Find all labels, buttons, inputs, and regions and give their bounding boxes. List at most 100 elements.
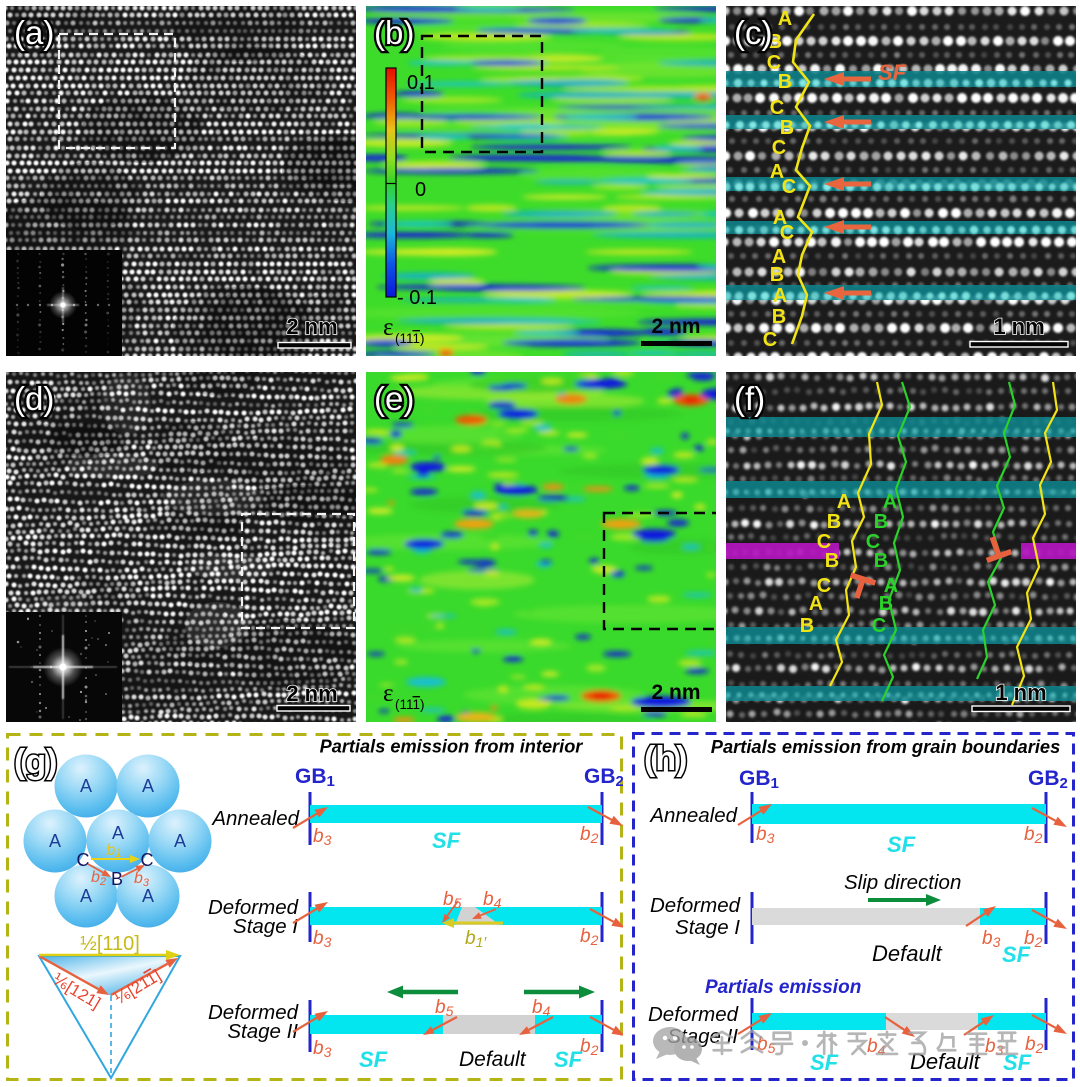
svg-text:b5: b5 (435, 997, 454, 1019)
svg-text:B: B (778, 71, 792, 93)
svg-text:C: C (77, 850, 90, 870)
svg-text:A: A (49, 831, 61, 851)
svg-text:1 nm: 1 nm (995, 680, 1046, 705)
svg-text:2 nm: 2 nm (651, 681, 700, 704)
svg-text:GB1: GB1 (295, 765, 335, 790)
svg-text:b3: b3 (313, 1038, 332, 1060)
svg-text:C: C (763, 329, 777, 351)
svg-text:(e): (e) (374, 380, 414, 417)
svg-text:B: B (874, 550, 888, 572)
svg-text:b2: b2 (580, 926, 599, 948)
svg-text:Stage I: Stage I (233, 915, 298, 938)
svg-text:C: C (872, 615, 886, 637)
svg-text:Slip direction: Slip direction (844, 871, 961, 894)
svg-text:Stage I: Stage I (675, 916, 740, 939)
svg-text:C: C (817, 531, 831, 553)
svg-text:b2: b2 (1024, 824, 1043, 846)
svg-text:SF: SF (554, 1047, 583, 1072)
svg-text:(a): (a) (14, 14, 54, 51)
svg-text:SF: SF (432, 828, 461, 853)
svg-text:ε: ε (383, 314, 394, 341)
svg-text:C: C (772, 137, 786, 159)
svg-text:A: A (772, 246, 786, 268)
svg-text:Annealed: Annealed (648, 804, 737, 827)
svg-text:A: A (112, 823, 124, 843)
svg-text:SF: SF (1002, 942, 1031, 967)
svg-text:B: B (825, 550, 839, 572)
svg-text:Partials emission from grain b: Partials emission from grain boundaries (711, 736, 1060, 757)
svg-text:B: B (800, 615, 814, 637)
svg-text:Deformed: Deformed (648, 1003, 739, 1026)
svg-text:(111): (111) (395, 331, 425, 346)
svg-text:2 nm: 2 nm (286, 314, 337, 339)
svg-text:B: B (780, 117, 794, 139)
svg-text:C: C (817, 575, 831, 597)
svg-text:Partials emission from interio: Partials emission from interior (320, 737, 584, 757)
svg-text:SF: SF (878, 60, 907, 85)
svg-text:b2: b2 (1025, 1034, 1044, 1056)
svg-text:Partials emission: Partials emission (705, 977, 861, 998)
svg-text:A: A (837, 491, 851, 513)
svg-text:b4: b4 (532, 997, 551, 1019)
svg-text:2 nm: 2 nm (651, 315, 700, 338)
svg-text:(d): (d) (14, 380, 54, 417)
svg-text:(f): (f) (734, 380, 765, 417)
svg-text:A: A (174, 831, 186, 851)
svg-text:(b): (b) (374, 14, 414, 51)
svg-text:GB2: GB2 (584, 765, 623, 790)
svg-text:b3: b3 (313, 928, 332, 950)
svg-text:(h): (h) (644, 740, 687, 778)
svg-text:b1′: b1′ (465, 928, 487, 951)
svg-text:ε: ε (383, 680, 394, 707)
svg-text:A: A (884, 575, 898, 597)
svg-text:B: B (770, 264, 784, 286)
svg-text:B: B (111, 869, 123, 889)
svg-text:- 0.1: - 0.1 (397, 287, 437, 309)
svg-text:B: B (768, 31, 782, 53)
svg-text:Default: Default (872, 941, 943, 966)
svg-text:Annealed: Annealed (210, 807, 299, 830)
svg-text:b2: b2 (580, 1036, 599, 1058)
svg-text:C: C (782, 176, 796, 198)
svg-text:A: A (142, 776, 154, 796)
svg-text:SF: SF (887, 832, 916, 857)
svg-text:A: A (883, 491, 897, 513)
svg-text:b1: b1 (106, 842, 122, 860)
svg-text:b2: b2 (1024, 928, 1043, 950)
svg-text:A: A (778, 8, 792, 30)
svg-text:A: A (773, 285, 787, 307)
svg-text:A: A (773, 207, 787, 229)
svg-text:C: C (780, 222, 794, 244)
svg-text:SF: SF (359, 1047, 388, 1072)
svg-text:(c): (c) (734, 14, 772, 51)
svg-text:C: C (141, 850, 154, 870)
svg-text:b4: b4 (483, 889, 502, 911)
svg-text:0: 0 (415, 179, 426, 201)
svg-text:2 nm: 2 nm (286, 681, 337, 706)
svg-text:(g): (g) (14, 743, 57, 781)
svg-text:C: C (767, 52, 781, 74)
svg-text:(111): (111) (395, 697, 425, 712)
svg-text:A: A (770, 161, 784, 183)
svg-text:A: A (80, 886, 92, 906)
svg-text:b3: b3 (313, 826, 332, 848)
svg-text:GB2: GB2 (1028, 767, 1068, 792)
svg-text:A: A (809, 593, 823, 615)
svg-text:b3: b3 (982, 928, 1001, 950)
svg-text:A: A (80, 776, 92, 796)
svg-text:C: C (770, 97, 784, 119)
svg-text:Deformed: Deformed (208, 1001, 299, 1024)
svg-text:GB1: GB1 (739, 767, 779, 792)
svg-text:b2: b2 (580, 824, 599, 846)
svg-text:Default: Default (459, 1048, 527, 1071)
svg-text:B: B (874, 511, 888, 533)
svg-text:B: B (879, 593, 893, 615)
svg-text:Deformed: Deformed (208, 896, 299, 919)
svg-text:A: A (142, 886, 154, 906)
svg-text:Deformed: Deformed (650, 894, 741, 917)
svg-text:B: B (772, 306, 786, 328)
svg-text:C: C (866, 531, 880, 553)
svg-text:Stage II: Stage II (227, 1020, 298, 1043)
svg-text:½[110]: ½[110] (80, 933, 140, 955)
svg-text:B: B (827, 511, 841, 533)
